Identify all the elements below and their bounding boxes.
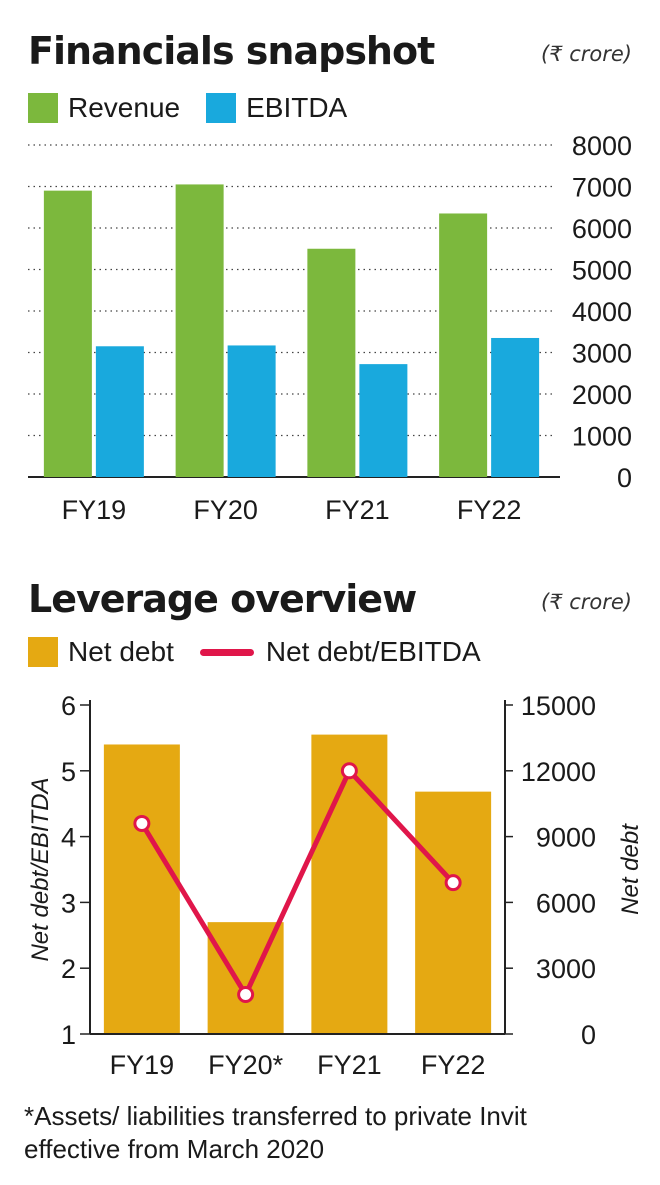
y-tick-label: 7000: [572, 173, 632, 203]
x-tick-label: FY21: [317, 1050, 382, 1080]
y-left-tick-label: 4: [61, 823, 76, 853]
chart2-legend: Net debt Net debt/EBITDA: [28, 636, 507, 668]
x-tick-label: FY19: [110, 1050, 175, 1080]
y-right-axis-title: Net debt: [617, 823, 644, 915]
net-debt-ebitda-point-fy21: [340, 762, 358, 780]
y-left-tick-label: 2: [61, 954, 76, 984]
legend-label-revenue: Revenue: [68, 92, 181, 123]
bar-revenue-fy21: [307, 248, 356, 477]
net-debt-ebitda-line: [139, 768, 455, 998]
chart1-legend: Revenue EBITDA: [28, 92, 373, 124]
y-right-tick-label: 0: [581, 1020, 596, 1050]
y-tick-label: 3000: [572, 339, 632, 369]
bar-net-debt-fy22: [415, 791, 492, 1034]
bar-ebitda-fy22: [491, 337, 540, 477]
legend-item-ratio: Net debt/EBITDA: [199, 636, 481, 668]
y-tick-label: 0: [617, 463, 632, 493]
chart1-title: Financials snapshot: [28, 29, 435, 73]
y-right-tick-label: 15000: [521, 691, 596, 721]
y-tick-label: 2000: [572, 380, 632, 410]
y-left-tick-label: 6: [61, 691, 76, 721]
y-tick-label: 6000: [572, 214, 632, 244]
bar-revenue-fy19: [43, 190, 92, 477]
x-tick-label: FY22: [421, 1050, 486, 1080]
y-left-tick-label: 5: [61, 757, 76, 787]
y-left-tick-label: 3: [61, 888, 76, 918]
x-tick-label: FY21: [325, 495, 390, 525]
revenue-swatch: [28, 93, 58, 123]
y-right-tick-label: 12000: [521, 757, 596, 787]
y-tick-label: 1000: [572, 422, 632, 452]
leverage-chart: 1 2 3 4 5 6 0 3000 6000 9000 12000 15000 Net debt/EB…: [27, 691, 644, 1080]
y-right-tick-label: 9000: [536, 823, 596, 853]
net-debt-ebitda-point-fy19: [133, 814, 151, 832]
footnote: *Assets/ liabilities transferred to priv…: [24, 1101, 527, 1164]
y-tick-label: 4000: [572, 297, 632, 327]
bar-revenue-fy20: [175, 184, 224, 478]
y-left-tick-label: 1: [61, 1020, 76, 1050]
bar-ebitda-fy19: [95, 346, 144, 477]
net-debt-ebitda-point-fy22: [444, 874, 462, 892]
legend-item-revenue: Revenue: [28, 92, 180, 124]
legend-label-ebitda: EBITDA: [246, 92, 348, 123]
chart2-unit: (₹ crore): [540, 590, 632, 614]
y-right-tick-label: 3000: [536, 954, 596, 984]
legend-item-net-debt: Net debt: [28, 636, 174, 668]
y-left-axis-title: Net debt/EBITDA: [27, 777, 54, 961]
net-debt-swatch: [28, 637, 58, 667]
x-tick-label: FY22: [457, 495, 522, 525]
bar-ebitda-fy20: [227, 345, 276, 477]
ebitda-swatch: [206, 93, 237, 123]
bar-ebitda-fy21: [359, 364, 408, 477]
legend-item-ebitda: EBITDA: [206, 92, 347, 124]
chart1-unit: (₹ crore): [540, 42, 632, 66]
legend-label-ratio: Net debt/EBITDA: [265, 636, 481, 667]
x-tick-label: FY19: [62, 495, 127, 525]
net-debt-ebitda-point-fy20: [237, 986, 255, 1004]
financials-chart: 0 1000 2000 3000 4000 5000 6000 7000 8000 FY19 FY2…: [28, 131, 632, 525]
bar-net-debt-fy21: [311, 734, 388, 1034]
x-tick-label: FY20: [193, 495, 258, 525]
chart2-title: Leverage overview: [28, 577, 417, 621]
y-tick-label: 8000: [572, 131, 632, 161]
legend-label-net-debt: Net debt: [68, 636, 174, 667]
y-right-tick-label: 6000: [536, 888, 596, 918]
x-tick-label: FY20*: [208, 1050, 284, 1080]
ratio-line-swatch: [199, 648, 254, 656]
y-tick-label: 5000: [572, 256, 632, 286]
bar-net-debt-fy19: [103, 744, 180, 1034]
bar-revenue-fy22: [439, 213, 488, 477]
